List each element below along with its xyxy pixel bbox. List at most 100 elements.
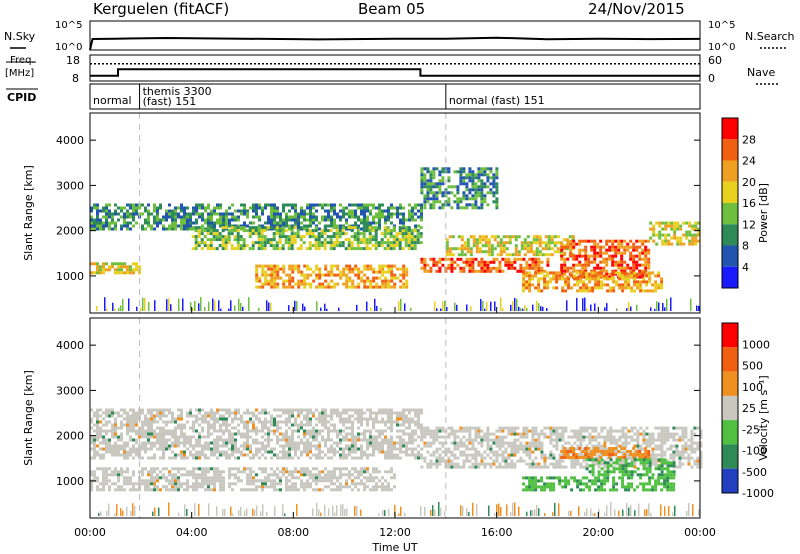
heatmap-cell (201, 203, 204, 207)
heatmap-cell (126, 423, 129, 427)
heatmap-cell (664, 242, 668, 246)
heatmap-cell (375, 206, 378, 210)
heatmap-cell (516, 257, 520, 261)
heatmap-cell (194, 226, 198, 230)
heatmap-cell (381, 267, 385, 271)
heatmap-cell (165, 408, 168, 412)
heatmap-cell (273, 453, 276, 457)
heatmap-cell (105, 206, 108, 210)
heatmap-cell (263, 226, 267, 230)
heatmap-cell (147, 218, 150, 222)
heatmap-cell (333, 224, 336, 228)
heatmap-cell (93, 429, 96, 433)
heatmap-cell (414, 411, 417, 415)
heatmap-cell (366, 209, 369, 213)
heatmap-cell (126, 268, 129, 272)
heatmap-cell (354, 438, 357, 442)
heatmap-cell (315, 285, 319, 289)
heatmap-cell (504, 441, 508, 445)
heatmap-cell (177, 453, 180, 457)
heatmap-cell (555, 435, 559, 439)
heatmap-cell (563, 269, 567, 273)
heatmap-cell (300, 215, 303, 219)
heatmap-cell (435, 429, 439, 433)
heatmap-cell (180, 218, 183, 222)
heatmap-cell (493, 238, 497, 242)
heatmap-cell (342, 417, 345, 421)
heatmap-cell (156, 420, 159, 424)
heatmap-cell (288, 209, 291, 213)
heatmap-cell (279, 221, 282, 225)
heatmap-cell (297, 227, 300, 231)
heatmap-cell (481, 238, 485, 242)
heatmap-cell (212, 238, 216, 242)
heatmap-cell (206, 238, 210, 242)
heatmap-cell (321, 423, 324, 427)
heatmap-cell (617, 239, 621, 243)
heatmap-cell (218, 238, 222, 242)
heatmap-cell (126, 224, 129, 228)
heatmap-cell (327, 432, 330, 436)
heatmap-cell (99, 488, 102, 492)
heatmap-cell (162, 429, 165, 433)
heatmap-cell (351, 215, 354, 219)
heatmap-cell (682, 233, 686, 237)
heatmap-cell (168, 212, 171, 216)
heatmap-cell (291, 488, 294, 492)
heatmap-cell (201, 473, 204, 477)
heatmap-cell (513, 465, 517, 469)
heatmap-cell (159, 417, 162, 421)
heatmap-cell (483, 167, 487, 171)
heatmap-cell (495, 167, 499, 171)
heatmap-cell (234, 473, 237, 477)
heatmap-cell (402, 227, 405, 231)
heatmap-cell (153, 470, 156, 474)
heatmap-cell (135, 262, 138, 266)
heatmap-cell (474, 269, 478, 273)
heatmap-cell (445, 244, 449, 248)
heatmap-cell (171, 215, 174, 219)
heatmap-cell (522, 432, 526, 436)
heatmap-cell (111, 408, 114, 412)
noise-cell (604, 307, 606, 311)
heatmap-cell (644, 269, 648, 273)
heatmap-cell (336, 267, 340, 271)
heatmap-cell (135, 206, 138, 210)
heatmap-cell (510, 465, 514, 469)
heatmap-cell (230, 247, 234, 251)
heatmap-cell (522, 277, 526, 281)
heatmap-cell (123, 470, 126, 474)
noise-cell (454, 302, 456, 311)
heatmap-cell (267, 411, 270, 415)
heatmap-cell (438, 188, 442, 192)
heatmap-cell (144, 485, 147, 489)
heatmap-cell (201, 417, 204, 421)
heatmap-cell (522, 274, 526, 278)
freq-label-bottom: [MHz] (5, 68, 34, 79)
heatmap-cell (453, 260, 457, 264)
heatmap-cell (609, 289, 613, 293)
noise-cell (594, 303, 596, 311)
heatmap-cell (123, 212, 126, 216)
heatmap-cell (174, 209, 177, 213)
heatmap-cell (306, 438, 309, 442)
heatmap-cell (519, 257, 523, 261)
heatmap-cell (108, 224, 111, 228)
heatmap-cell (638, 257, 642, 261)
heatmap-cell (126, 271, 129, 275)
heatmap-cell (93, 473, 96, 477)
heatmap-cell (438, 266, 442, 270)
heatmap-cell (516, 269, 520, 273)
heatmap-cell (549, 438, 553, 442)
heatmap-cell (282, 209, 285, 213)
heatmap-cell (555, 438, 559, 442)
heatmap-cell (570, 274, 574, 278)
heatmap-cell (432, 438, 436, 442)
heatmap-cell (180, 411, 183, 415)
heatmap-cell (147, 432, 150, 436)
heatmap-cell (209, 247, 213, 251)
heatmap-cell (390, 270, 394, 274)
heatmap-cell (102, 429, 105, 433)
heatmap-cell (627, 277, 631, 281)
heatmap-cell (239, 244, 243, 248)
